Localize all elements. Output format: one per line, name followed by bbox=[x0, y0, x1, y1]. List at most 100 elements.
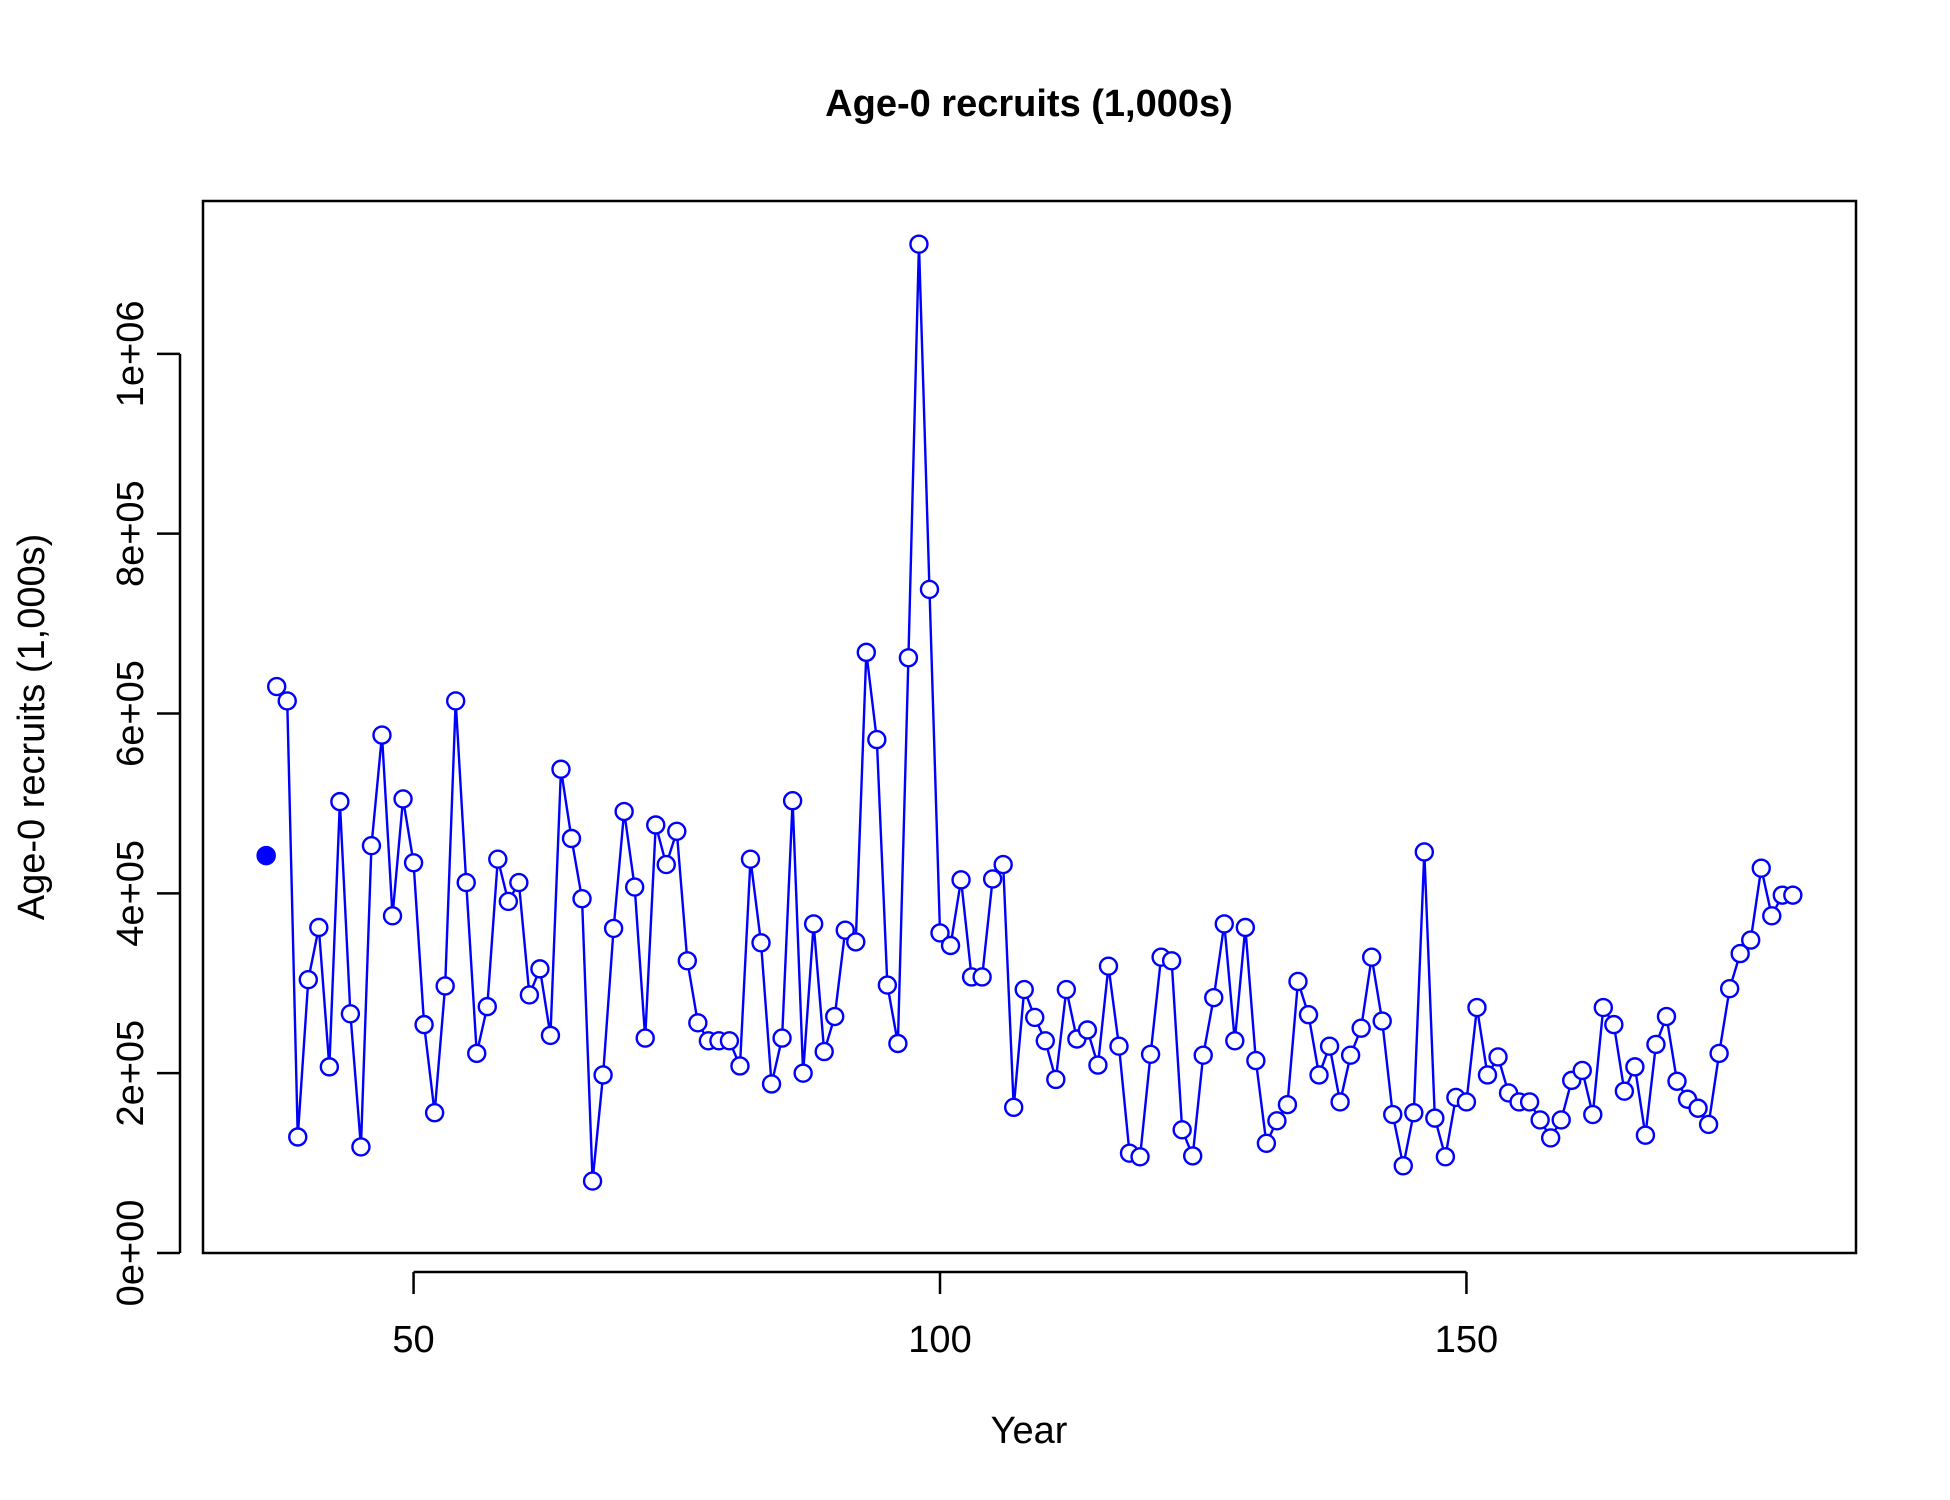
data-point bbox=[1246, 1050, 1266, 1071]
data-point bbox=[509, 872, 529, 893]
series-layer bbox=[256, 234, 1803, 1191]
data-point bbox=[1225, 1031, 1245, 1051]
data-point bbox=[1730, 943, 1750, 964]
data-point bbox=[1288, 971, 1308, 992]
data-point bbox=[1751, 858, 1771, 878]
data-point bbox=[424, 1103, 445, 1123]
x-tick-label: 50 bbox=[392, 1319, 434, 1361]
data-point bbox=[1383, 1104, 1403, 1125]
data-point bbox=[656, 854, 676, 875]
data-point bbox=[1340, 1045, 1361, 1065]
data-point bbox=[309, 917, 329, 938]
data-point bbox=[1351, 1018, 1371, 1038]
data-point bbox=[1077, 1020, 1098, 1040]
data-point bbox=[1604, 1014, 1624, 1035]
data-point bbox=[1319, 1036, 1340, 1056]
data-point bbox=[572, 889, 592, 909]
chart-title: Age-0 recruits (1,000s) bbox=[825, 83, 1233, 125]
data-point bbox=[1635, 1125, 1656, 1145]
data-point bbox=[1277, 1094, 1298, 1115]
data-point bbox=[1361, 947, 1382, 967]
data-point bbox=[1014, 979, 1034, 1000]
data-point bbox=[772, 1028, 792, 1048]
data-point bbox=[1719, 978, 1740, 999]
data-point bbox=[456, 872, 476, 893]
data-point bbox=[846, 932, 866, 952]
data-point bbox=[1025, 1007, 1045, 1028]
data-point bbox=[435, 976, 455, 996]
data-point bbox=[1182, 1146, 1203, 1166]
data-point bbox=[740, 849, 761, 869]
data-point bbox=[1267, 1111, 1287, 1131]
y-tick-label: 0e+00 bbox=[110, 1200, 152, 1307]
data-point bbox=[319, 1057, 340, 1077]
data-point bbox=[1172, 1120, 1192, 1140]
data-point bbox=[1035, 1031, 1055, 1051]
data-point bbox=[603, 918, 624, 939]
data-point bbox=[582, 1171, 603, 1191]
data-point bbox=[888, 1033, 908, 1054]
series-line bbox=[275, 242, 1793, 1183]
data-point bbox=[1046, 1069, 1066, 1090]
data-point bbox=[930, 923, 950, 943]
data-point bbox=[751, 933, 771, 953]
data-point bbox=[835, 920, 855, 940]
data-point bbox=[993, 854, 1013, 875]
plot-area-frame bbox=[201, 199, 1858, 1255]
data-point bbox=[1098, 956, 1119, 976]
data-point bbox=[498, 891, 519, 912]
data-point bbox=[635, 1028, 655, 1048]
data-point bbox=[540, 1025, 561, 1046]
data-point bbox=[1551, 1110, 1571, 1130]
data-point bbox=[1204, 987, 1224, 1008]
data-point bbox=[1404, 1103, 1424, 1123]
data-point bbox=[267, 676, 287, 697]
data-point bbox=[1298, 1005, 1319, 1025]
data-point bbox=[351, 1137, 371, 1157]
data-point bbox=[477, 996, 497, 1017]
data-point bbox=[1425, 1108, 1445, 1128]
data-point bbox=[624, 877, 645, 897]
data-point bbox=[1161, 951, 1182, 971]
data-point bbox=[1456, 1092, 1477, 1112]
data-point bbox=[298, 969, 318, 990]
data-point bbox=[793, 1063, 813, 1083]
data-point bbox=[1004, 1097, 1024, 1118]
data-point bbox=[561, 828, 582, 849]
data-point-first bbox=[256, 845, 276, 866]
data-point bbox=[1762, 906, 1782, 926]
data-point bbox=[1256, 1133, 1277, 1154]
data-point bbox=[1519, 1092, 1540, 1112]
data-point bbox=[1667, 1071, 1687, 1091]
data-point bbox=[825, 1006, 845, 1027]
y-tick-label: 1e+06 bbox=[110, 300, 152, 407]
data-point bbox=[1393, 1156, 1413, 1176]
data-point bbox=[877, 975, 898, 995]
data-point bbox=[730, 1056, 750, 1076]
data-point bbox=[677, 951, 698, 971]
data-point bbox=[1088, 1055, 1108, 1075]
data-point bbox=[488, 849, 508, 869]
data-point bbox=[1709, 1043, 1729, 1064]
data-point bbox=[782, 791, 803, 811]
data-point bbox=[951, 870, 971, 890]
data-point bbox=[867, 729, 887, 750]
data-point bbox=[1741, 930, 1761, 950]
data-point bbox=[393, 789, 413, 809]
data-point bbox=[1372, 1011, 1392, 1031]
data-point bbox=[667, 821, 687, 842]
data-point bbox=[1583, 1104, 1603, 1125]
data-point bbox=[414, 1014, 434, 1035]
data-point bbox=[1698, 1114, 1719, 1135]
data-point bbox=[1309, 1065, 1329, 1085]
data-point bbox=[1530, 1110, 1550, 1130]
data-point bbox=[467, 1043, 487, 1064]
data-point bbox=[909, 234, 929, 254]
data-point bbox=[761, 1074, 782, 1094]
data-point bbox=[898, 648, 919, 668]
data-point bbox=[1435, 1147, 1456, 1167]
data-point bbox=[1656, 1006, 1677, 1027]
data-point bbox=[719, 1031, 740, 1051]
data-point bbox=[288, 1127, 308, 1147]
data-point bbox=[940, 935, 961, 956]
